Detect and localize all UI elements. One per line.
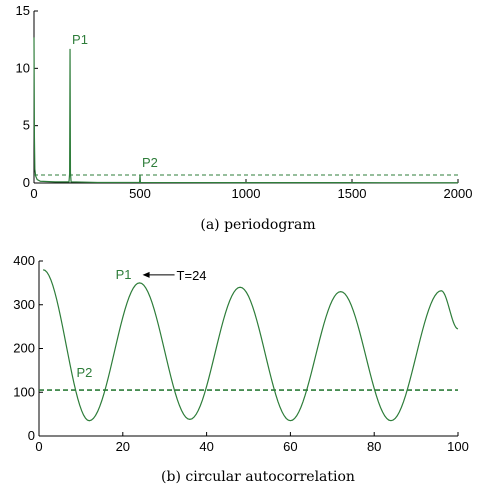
- p2-label: P2: [77, 365, 93, 380]
- y-tick-label: 200: [13, 341, 35, 356]
- series-line: [42, 269, 459, 422]
- autocorrelation-panel: 0 20 40 60 80 100 0 100 200 300 400 P1 T=24 P2: [13, 253, 469, 454]
- p1-label: P1: [72, 32, 88, 47]
- period-arrow-head: [142, 271, 150, 278]
- x-tick-label: 0: [35, 439, 42, 454]
- x-tick-label: 60: [283, 439, 297, 454]
- y-tick-label: 400: [13, 253, 35, 268]
- x-tick-label: 100: [447, 439, 469, 454]
- x-tick-label: 40: [199, 439, 213, 454]
- x-tick-label: 80: [367, 439, 381, 454]
- periodogram-panel: 0 500 1000 1500 2000 0 5 10 15 P1 P2: [16, 3, 473, 201]
- autocorrelation-caption: (b) circular autocorrelation: [161, 469, 355, 485]
- x-tick-label: 20: [116, 439, 130, 454]
- x-tick-label: 2000: [444, 186, 473, 201]
- y-tick-label: 5: [23, 118, 30, 133]
- periodogram-caption: (a) periodogram: [200, 217, 315, 233]
- period-label: T=24: [177, 268, 207, 283]
- x-tick-label: 1000: [232, 186, 261, 201]
- series-line: [33, 37, 459, 184]
- y-tick-label: 10: [16, 60, 30, 75]
- y-tick-label: 0: [23, 175, 30, 190]
- y-tick-label: 0: [28, 428, 35, 443]
- x-tick-label: 500: [129, 186, 151, 201]
- y-tick-label: 15: [16, 3, 30, 18]
- y-tick-label: 300: [13, 297, 35, 312]
- x-tick-label: 1500: [338, 186, 367, 201]
- p2-label: P2: [142, 155, 158, 170]
- p1-label: P1: [116, 267, 132, 282]
- x-tick-label: 0: [30, 186, 37, 201]
- y-tick-label: 100: [13, 384, 35, 399]
